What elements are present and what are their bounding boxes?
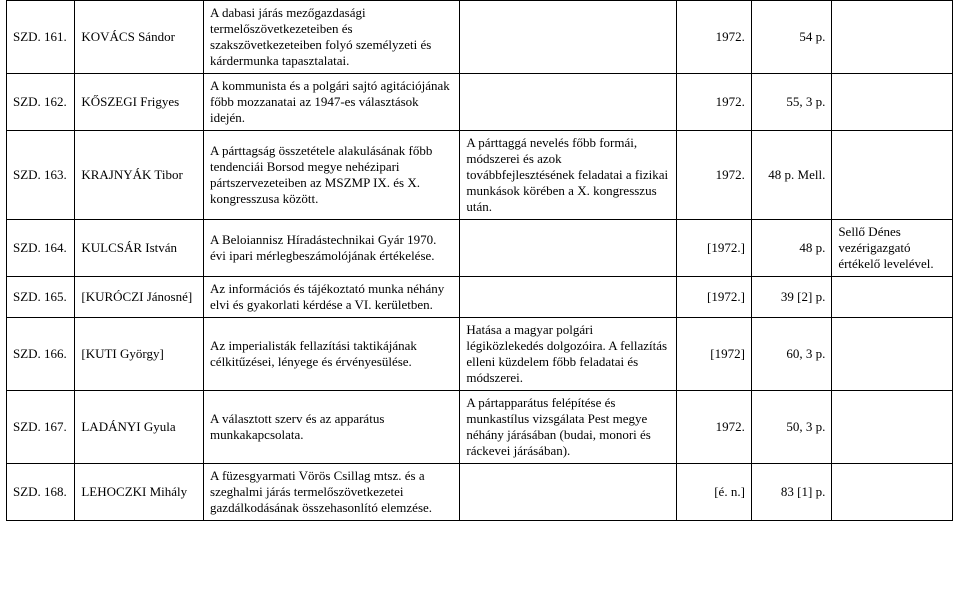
cell-id: SZD. 163. bbox=[7, 131, 75, 220]
cell-year: [1972] bbox=[676, 318, 751, 391]
cell-subtitle bbox=[460, 74, 676, 131]
cell-pages: 83 [1] p. bbox=[751, 464, 831, 521]
cell-pages: 48 p. Mell. bbox=[751, 131, 831, 220]
cell-id: SZD. 167. bbox=[7, 391, 75, 464]
cell-pages: 50, 3 p. bbox=[751, 391, 831, 464]
cell-id: SZD. 161. bbox=[7, 1, 75, 74]
cell-id: SZD. 165. bbox=[7, 277, 75, 318]
cell-pages: 48 p. bbox=[751, 220, 831, 277]
cell-author: KRAJNYÁK Tibor bbox=[75, 131, 204, 220]
table-row: SZD. 163. KRAJNYÁK Tibor A párttagság ös… bbox=[7, 131, 953, 220]
cell-subtitle: A párttaggá nevelés főbb formái, módszer… bbox=[460, 131, 676, 220]
cell-year: 1972. bbox=[676, 1, 751, 74]
cell-pages: 39 [2] p. bbox=[751, 277, 831, 318]
page-container: SZD. 161. KOVÁCS Sándor A dabasi járás m… bbox=[0, 0, 959, 527]
cell-year: 1972. bbox=[676, 131, 751, 220]
cell-subtitle bbox=[460, 277, 676, 318]
cell-note bbox=[832, 1, 953, 74]
cell-author: KOVÁCS Sándor bbox=[75, 1, 204, 74]
cell-note bbox=[832, 131, 953, 220]
cell-author: [KURÓCZI Jánosné] bbox=[75, 277, 204, 318]
cell-author: [KUTI György] bbox=[75, 318, 204, 391]
cell-pages: 54 p. bbox=[751, 1, 831, 74]
cell-title: A füzesgyarmati Vörös Csillag mtsz. és a… bbox=[204, 464, 460, 521]
cell-title: A választott szerv és az apparátus munka… bbox=[204, 391, 460, 464]
cell-id: SZD. 166. bbox=[7, 318, 75, 391]
cell-note bbox=[832, 74, 953, 131]
table-row: SZD. 165. [KURÓCZI Jánosné] Az informáci… bbox=[7, 277, 953, 318]
cell-note bbox=[832, 318, 953, 391]
cell-author: KŐSZEGI Frigyes bbox=[75, 74, 204, 131]
cell-note bbox=[832, 464, 953, 521]
bibliography-table: SZD. 161. KOVÁCS Sándor A dabasi járás m… bbox=[6, 0, 953, 521]
table-row: SZD. 166. [KUTI György] Az imperialisták… bbox=[7, 318, 953, 391]
cell-title: Az imperialisták fellazítási taktikájána… bbox=[204, 318, 460, 391]
cell-author: LADÁNYI Gyula bbox=[75, 391, 204, 464]
cell-subtitle bbox=[460, 220, 676, 277]
cell-subtitle bbox=[460, 1, 676, 74]
cell-subtitle bbox=[460, 464, 676, 521]
cell-year: [é. n.] bbox=[676, 464, 751, 521]
cell-year: [1972.] bbox=[676, 220, 751, 277]
cell-title: A kommunista és a polgári sajtó agitáció… bbox=[204, 74, 460, 131]
cell-year: 1972. bbox=[676, 74, 751, 131]
cell-author: LEHOCZKI Mihály bbox=[75, 464, 204, 521]
cell-pages: 60, 3 p. bbox=[751, 318, 831, 391]
table-row: SZD. 164. KULCSÁR István A Beloiannisz H… bbox=[7, 220, 953, 277]
cell-subtitle: A pártapparátus felépítése és munkastílu… bbox=[460, 391, 676, 464]
cell-note bbox=[832, 277, 953, 318]
table-body: SZD. 161. KOVÁCS Sándor A dabasi járás m… bbox=[7, 1, 953, 521]
cell-year: [1972.] bbox=[676, 277, 751, 318]
cell-note bbox=[832, 391, 953, 464]
table-row: SZD. 162. KŐSZEGI Frigyes A kommunista é… bbox=[7, 74, 953, 131]
cell-id: SZD. 162. bbox=[7, 74, 75, 131]
cell-title: A Beloiannisz Híradástechnikai Gyár 1970… bbox=[204, 220, 460, 277]
table-row: SZD. 168. LEHOCZKI Mihály A füzesgyarmat… bbox=[7, 464, 953, 521]
cell-subtitle: Hatása a magyar polgári légiközlekedés d… bbox=[460, 318, 676, 391]
cell-note: Sellő Dénes vezérigazgató értékelő level… bbox=[832, 220, 953, 277]
table-row: SZD. 167. LADÁNYI Gyula A választott sze… bbox=[7, 391, 953, 464]
cell-title: A párttagság összetétele alakulásának fő… bbox=[204, 131, 460, 220]
cell-author: KULCSÁR István bbox=[75, 220, 204, 277]
table-row: SZD. 161. KOVÁCS Sándor A dabasi járás m… bbox=[7, 1, 953, 74]
cell-pages: 55, 3 p. bbox=[751, 74, 831, 131]
cell-title: Az információs és tájékoztató munka néhá… bbox=[204, 277, 460, 318]
cell-title: A dabasi járás mezőgazdasági termelőszöv… bbox=[204, 1, 460, 74]
cell-id: SZD. 168. bbox=[7, 464, 75, 521]
cell-id: SZD. 164. bbox=[7, 220, 75, 277]
cell-year: 1972. bbox=[676, 391, 751, 464]
